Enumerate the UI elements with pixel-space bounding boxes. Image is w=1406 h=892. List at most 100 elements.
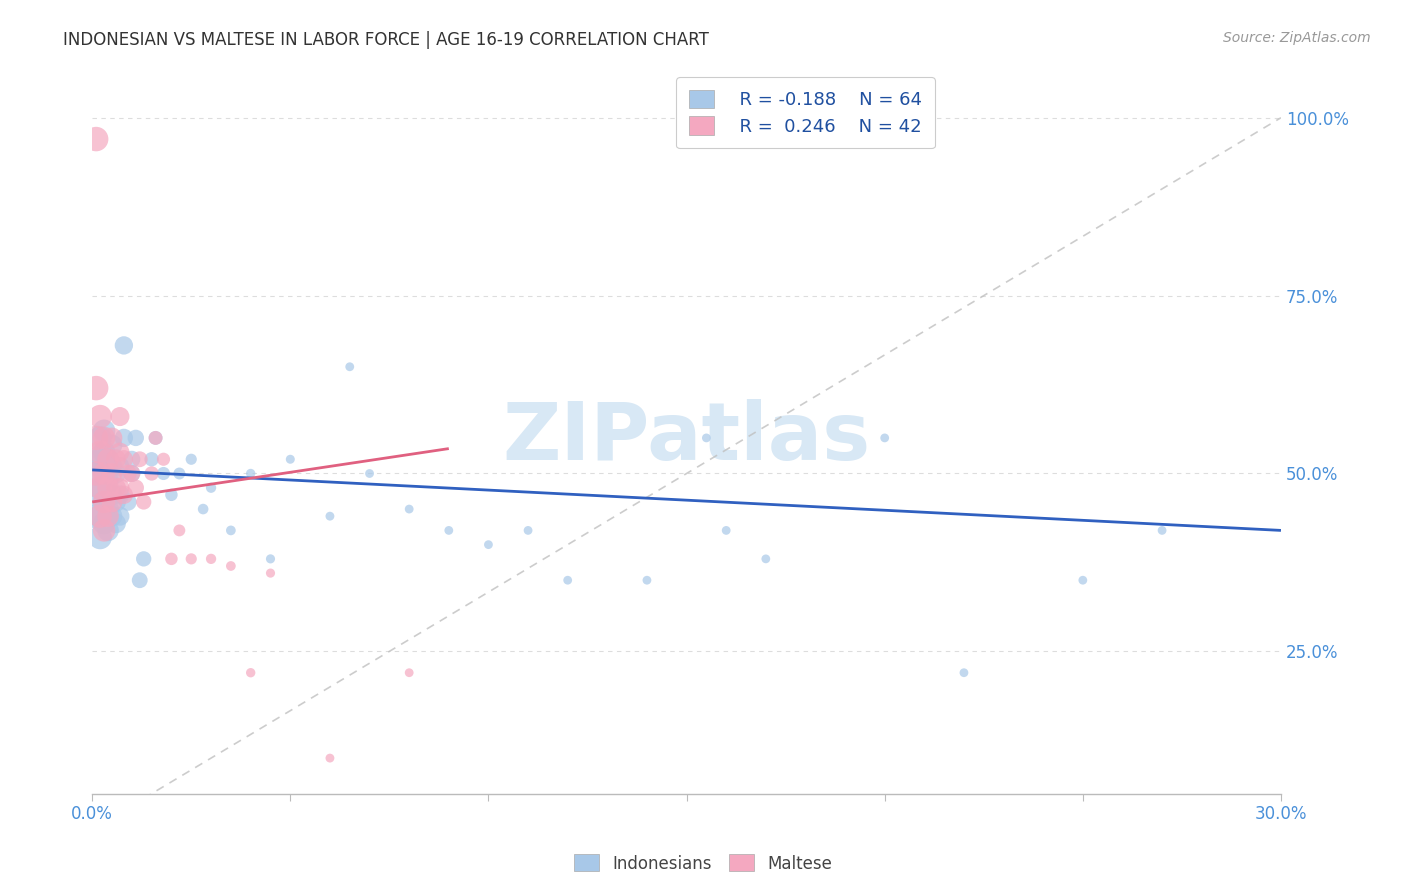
Point <box>128 452 150 467</box>
Point <box>104 495 127 509</box>
Point <box>191 502 214 516</box>
Point <box>101 431 124 445</box>
Point <box>84 431 107 445</box>
Point <box>557 573 579 587</box>
Point <box>84 132 107 146</box>
Point <box>108 488 131 502</box>
Point <box>1071 573 1094 587</box>
Point <box>89 509 111 524</box>
Point <box>180 452 202 467</box>
Point <box>128 573 150 587</box>
Point <box>112 431 135 445</box>
Point <box>714 524 737 538</box>
Legend: Indonesians, Maltese: Indonesians, Maltese <box>568 847 838 880</box>
Point <box>219 524 242 538</box>
Point <box>259 566 281 580</box>
Point <box>101 509 124 524</box>
Point <box>873 431 896 445</box>
Point <box>141 467 163 481</box>
Point <box>278 452 301 467</box>
Point <box>101 459 124 474</box>
Point <box>97 524 120 538</box>
Point <box>1152 524 1174 538</box>
Point <box>101 495 124 509</box>
Point <box>101 467 124 481</box>
Point <box>97 474 120 488</box>
Point <box>169 467 191 481</box>
Point <box>97 481 120 495</box>
Point <box>180 552 202 566</box>
Point <box>97 502 120 516</box>
Point <box>200 552 222 566</box>
Point <box>239 665 262 680</box>
Point <box>359 467 381 481</box>
Point <box>755 552 778 566</box>
Point <box>93 445 115 459</box>
Point <box>84 467 107 481</box>
Point <box>398 665 420 680</box>
Point <box>160 552 183 566</box>
Point <box>112 452 135 467</box>
Point <box>152 467 174 481</box>
Point <box>89 431 111 445</box>
Point <box>132 552 155 566</box>
Point <box>141 452 163 467</box>
Point <box>93 495 115 509</box>
Point <box>93 524 115 538</box>
Point <box>108 481 131 495</box>
Point <box>108 445 131 459</box>
Point <box>97 509 120 524</box>
Point <box>132 495 155 509</box>
Point <box>695 431 717 445</box>
Point <box>112 488 135 502</box>
Point <box>160 488 183 502</box>
Point <box>117 467 139 481</box>
Point <box>259 552 281 566</box>
Point <box>108 509 131 524</box>
Point <box>517 524 540 538</box>
Point <box>108 409 131 424</box>
Point <box>97 452 120 467</box>
Point <box>84 509 107 524</box>
Point <box>117 495 139 509</box>
Text: Source: ZipAtlas.com: Source: ZipAtlas.com <box>1223 31 1371 45</box>
Point <box>84 488 107 502</box>
Point <box>108 459 131 474</box>
Point <box>93 424 115 438</box>
Point <box>89 409 111 424</box>
Point <box>145 431 167 445</box>
Point <box>89 452 111 467</box>
Point <box>84 467 107 481</box>
Point <box>145 431 167 445</box>
Point <box>125 431 148 445</box>
Point <box>152 452 174 467</box>
Point <box>636 573 658 587</box>
Point <box>398 502 420 516</box>
Point <box>104 467 127 481</box>
Point <box>121 467 143 481</box>
Point <box>93 495 115 509</box>
Point <box>89 481 111 495</box>
Text: INDONESIAN VS MALTESE IN LABOR FORCE | AGE 16-19 CORRELATION CHART: INDONESIAN VS MALTESE IN LABOR FORCE | A… <box>63 31 709 49</box>
Point <box>219 559 242 574</box>
Point <box>239 467 262 481</box>
Point <box>121 467 143 481</box>
Point <box>121 452 143 467</box>
Legend:   R = -0.188    N = 64,   R =  0.246    N = 42: R = -0.188 N = 64, R = 0.246 N = 42 <box>676 77 935 148</box>
Point <box>319 509 342 524</box>
Point <box>953 665 976 680</box>
Point <box>200 481 222 495</box>
Point <box>319 751 342 765</box>
Point <box>89 531 111 545</box>
Point <box>97 452 120 467</box>
Point <box>93 431 115 445</box>
Point <box>104 516 127 531</box>
Point <box>339 359 361 374</box>
Point <box>89 445 111 459</box>
Point <box>104 481 127 495</box>
Point <box>101 488 124 502</box>
Point <box>112 338 135 352</box>
Point <box>93 467 115 481</box>
Point <box>84 452 107 467</box>
Point <box>89 481 111 495</box>
